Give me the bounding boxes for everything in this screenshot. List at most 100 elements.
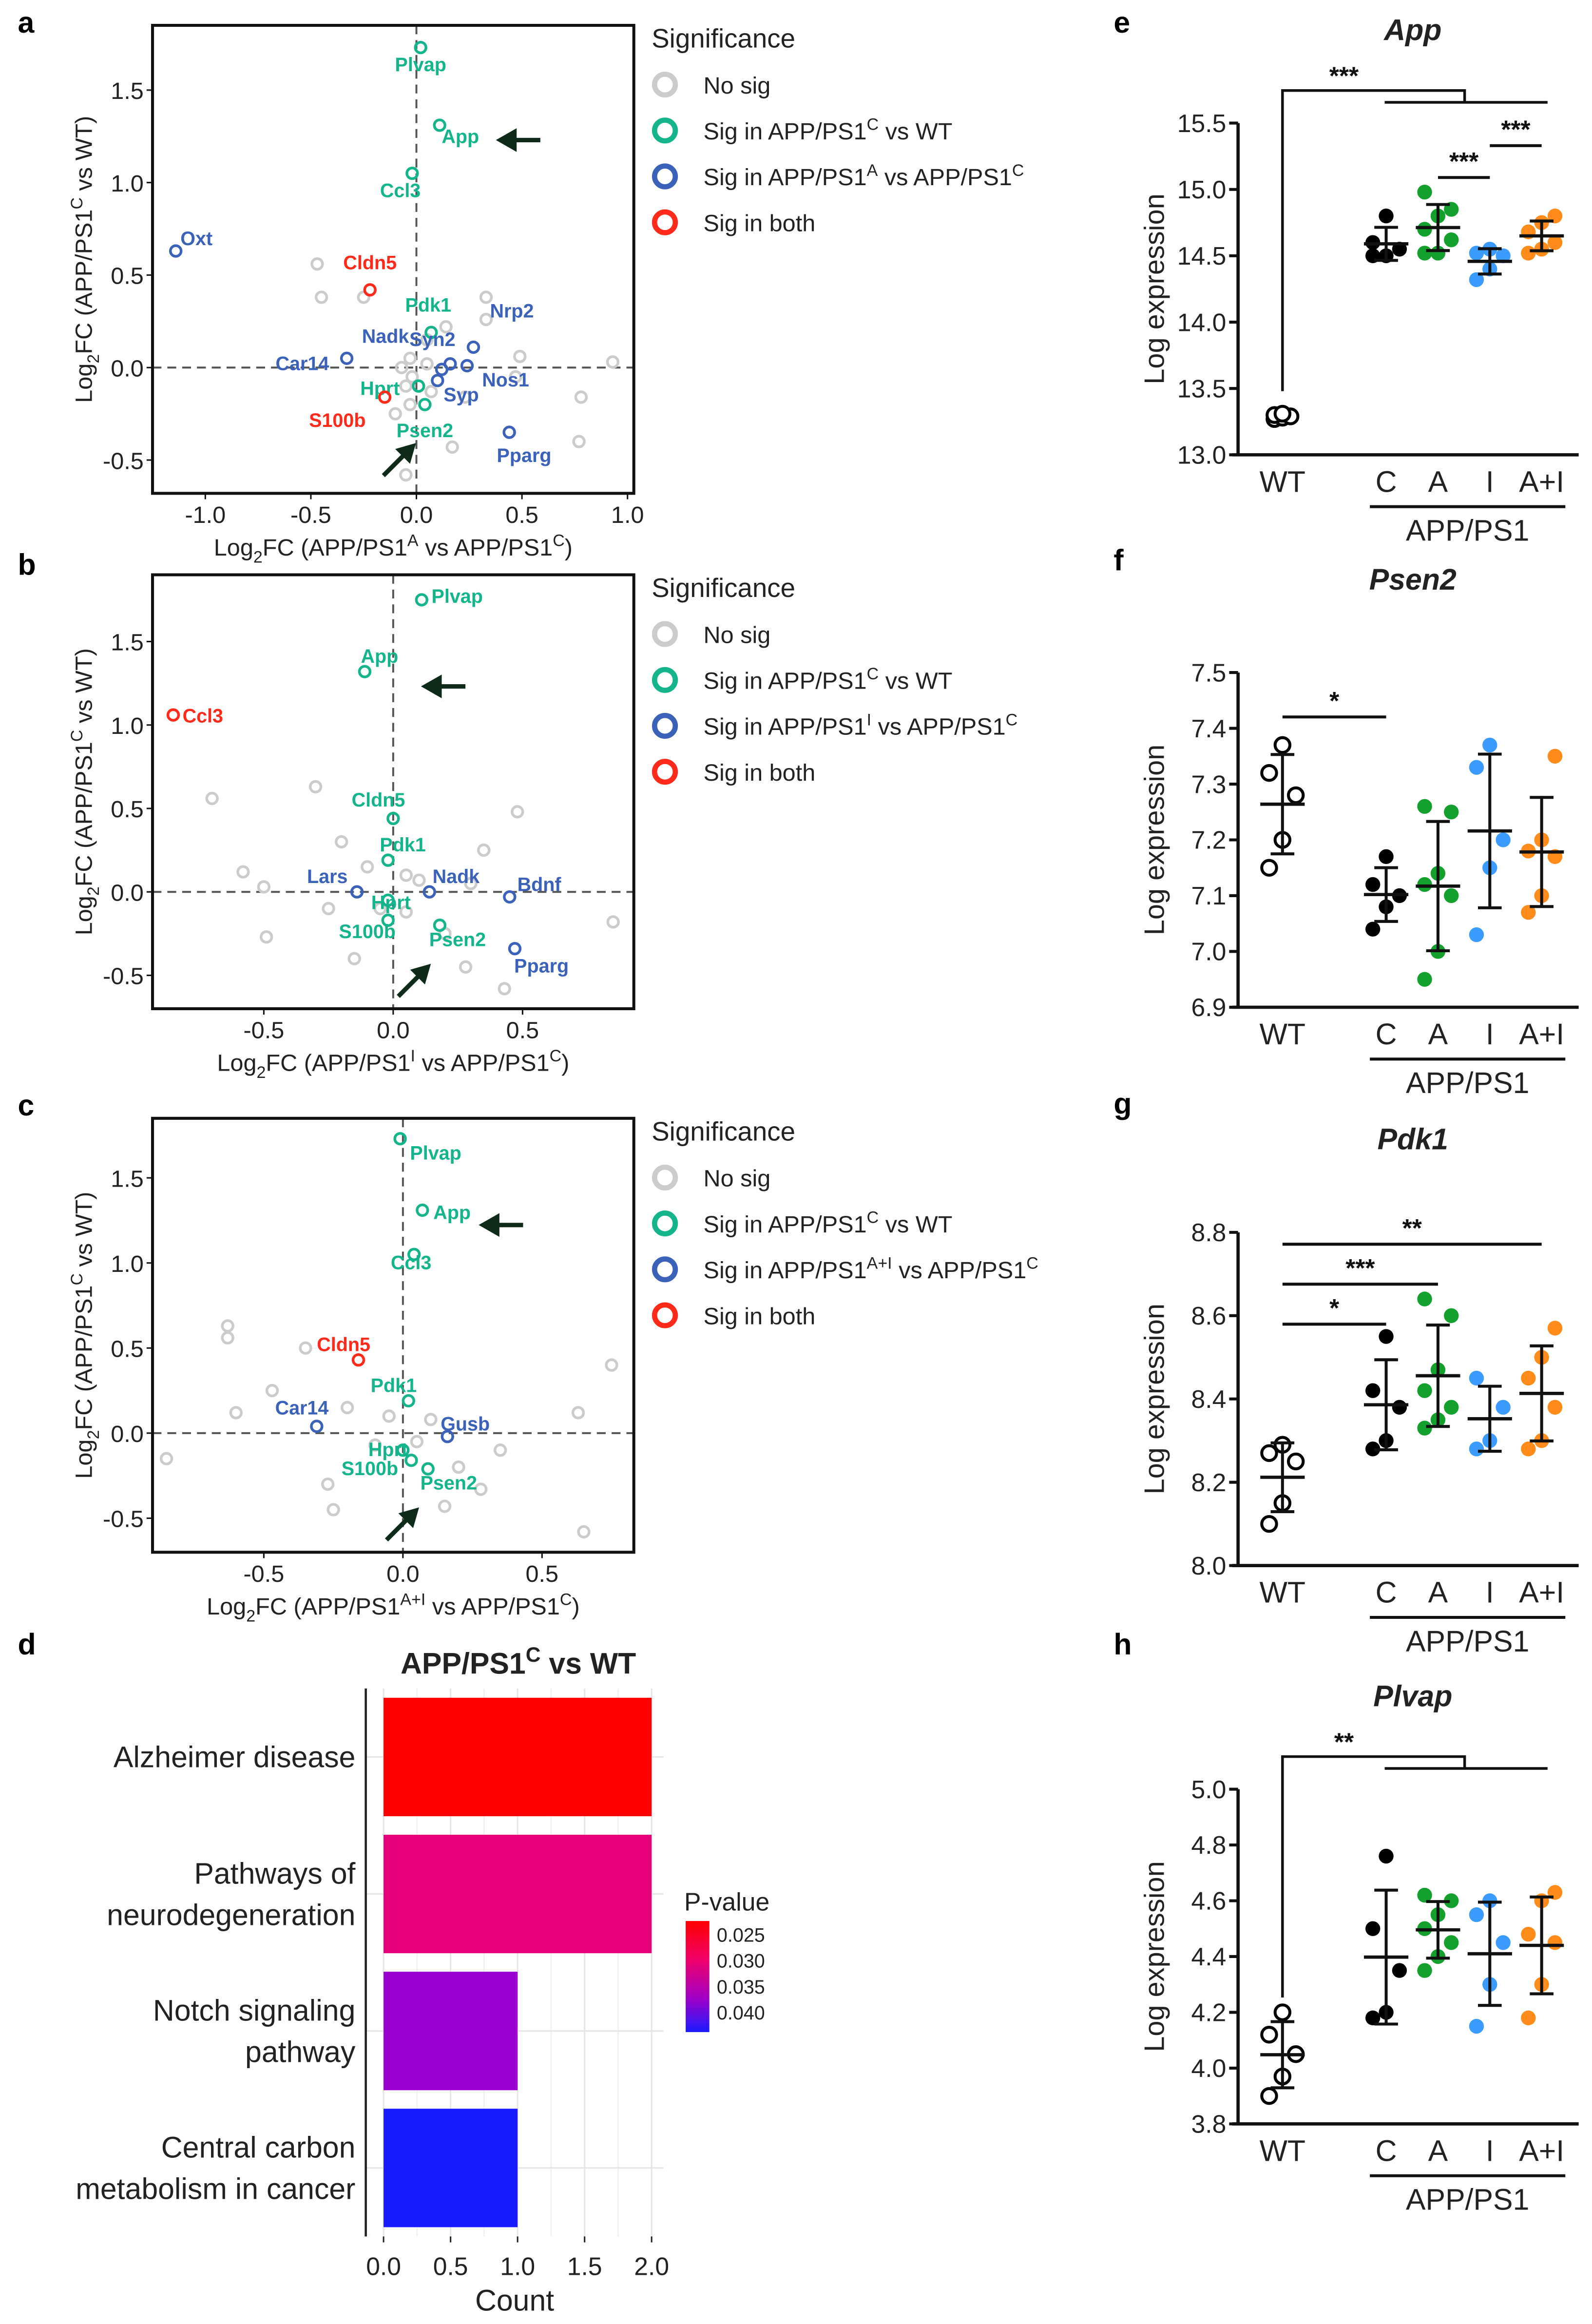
dot-plot-e: 13.0 13.5 14.0 14.5 15.0 15.5 Log expression Ap… — [1139, 13, 1579, 547]
gene-label-plvap: Plvap — [432, 586, 483, 607]
data-point-c — [1379, 849, 1394, 864]
data-point-a+i — [1521, 1370, 1536, 1386]
data-point-i — [1469, 1370, 1484, 1386]
text-part: I — [867, 711, 871, 729]
gene-label-app: App — [433, 1202, 471, 1224]
group-label-wt: WT — [1260, 1018, 1305, 1051]
legend-marker — [652, 667, 678, 693]
point-ccl3 — [407, 1248, 421, 1261]
y-axis-label: Log expression — [1139, 1861, 1170, 2052]
group-label-wt: WT — [1260, 1576, 1305, 1609]
legend-item: Sig in APP/PS1C​ vs WT — [704, 115, 953, 145]
data-point-wt — [1260, 2025, 1278, 2044]
point-no-sig — [452, 1460, 465, 1474]
data-point-c — [1379, 209, 1394, 224]
point-oxt — [169, 244, 183, 258]
point-ccl3 — [405, 167, 419, 180]
gene-label-ccl3: Ccl3 — [183, 705, 223, 727]
data-point-a — [1417, 184, 1432, 200]
point-app — [358, 665, 372, 678]
legend-marker — [652, 621, 678, 647]
data-point-wt — [1260, 859, 1278, 877]
point-plvap — [415, 593, 428, 607]
y-tick-label: 7.4 — [1191, 714, 1227, 743]
text-part: Sig in APP/PS1 — [704, 164, 867, 191]
text-part: APP/PS1 — [401, 1647, 526, 1680]
text-part: A+I — [867, 1254, 892, 1273]
group-label-c: C — [1376, 465, 1397, 498]
text-part: vs WT — [540, 1647, 636, 1680]
text-part: C — [68, 197, 86, 210]
legend-item: No sig — [704, 73, 771, 99]
point-hprt — [381, 893, 395, 907]
y-tick-label: 15.0 — [1177, 175, 1227, 204]
data-point-a+i — [1521, 1441, 1536, 1457]
point-no-sig — [606, 355, 620, 369]
significance-stars: ** — [1402, 1214, 1422, 1242]
point-no-sig — [265, 1383, 279, 1398]
text-part: 2 — [253, 548, 263, 567]
gene-label-cldn5: Cldn5 — [352, 789, 405, 811]
point-bdnf — [503, 890, 517, 904]
text-part: C — [526, 1643, 541, 1667]
data-point-a+i — [1521, 905, 1536, 920]
point-no-sig — [479, 290, 493, 304]
text-part: Sig in both — [704, 760, 816, 786]
y-tick-label: 7.2 — [1191, 826, 1227, 854]
panel-letters: a b c d e f g h — [18, 6, 1132, 1661]
y-tick-label: 14.0 — [1177, 308, 1227, 336]
x-tick-label: 0.0 — [377, 1018, 410, 1044]
gene-label-nadk: Nadk — [362, 326, 409, 347]
x-axis-label: Log2​FC (APP/PS1A​ vs APP/PS1C​) — [214, 532, 573, 567]
category-label: neurodegeneration — [107, 1898, 355, 1931]
x-tick-label: 0.5 — [526, 1561, 559, 1587]
dot-plot-g: 8.0 8.2 8.4 8.6 8.8 Log expression Pdk1 WT C A I A+… — [1139, 1123, 1579, 1658]
point-pdk1 — [402, 1394, 415, 1408]
point-no-sig — [574, 390, 588, 404]
colorbar — [686, 1921, 710, 2032]
gene-label-cldn5: Cldn5 — [343, 252, 397, 273]
data-point-wt — [1286, 1452, 1305, 1471]
text-part: FC (APP/PS1 — [255, 1594, 400, 1620]
x-tick-label: 0.5 — [505, 502, 538, 528]
point-no-sig — [236, 865, 250, 879]
gene-label-car14: Car14 — [275, 353, 329, 375]
gene-label-plvap: Plvap — [410, 1142, 461, 1164]
data-point-a+i — [1547, 1935, 1563, 1950]
text-part: C — [68, 1273, 86, 1286]
point-no-sig — [403, 398, 417, 411]
point-no-sig — [373, 902, 387, 916]
y-tick-label: 13.5 — [1177, 374, 1227, 403]
text-part: FC (APP/PS1 — [263, 535, 407, 561]
point-pdk1 — [424, 326, 438, 339]
data-point-wt — [1260, 1444, 1278, 1462]
point-no-sig — [322, 902, 335, 916]
panel-letter-c: c — [18, 1089, 34, 1122]
legend-item: Sig in APP/PS1I​ vs APP/PS1C​ — [704, 711, 1018, 740]
bar-panel-d: Alzheimer disease Pathways of neurodegener… — [76, 1643, 769, 2317]
gene-label-lars: Lars — [307, 866, 347, 887]
y-tick-label: 5.0 — [1191, 1775, 1227, 1804]
point-no-sig — [420, 357, 434, 371]
colorbar-tick-label: 0.040 — [717, 2002, 765, 2024]
text-part: C — [553, 532, 565, 550]
y-tick-label: 4.2 — [1191, 1998, 1227, 2027]
y-tick-label: 1.0 — [111, 171, 144, 197]
gene-label-nadk: Nadk — [433, 866, 480, 887]
y-tick-label: 7.5 — [1191, 658, 1227, 687]
point-no-sig — [572, 435, 586, 448]
arrow-left-icon — [421, 674, 442, 698]
data-point-a — [1444, 232, 1459, 248]
significance-stars: *** — [1329, 62, 1359, 90]
point-no-sig — [229, 1406, 243, 1420]
point-no-sig — [399, 379, 413, 393]
significance-stars: *** — [1345, 1254, 1375, 1282]
y-tick-label: 4.4 — [1191, 1942, 1227, 1971]
y-axis-label: Log2​FC (APP/PS1C​ vs WT) — [68, 116, 103, 403]
gene-label-car14: Car14 — [275, 1398, 329, 1419]
category-label: Alzheimer disease — [114, 1741, 355, 1774]
group-label-a: A — [1428, 1018, 1448, 1051]
data-point-a — [1417, 1291, 1432, 1306]
x-tick-label: 0.5 — [506, 1018, 539, 1044]
